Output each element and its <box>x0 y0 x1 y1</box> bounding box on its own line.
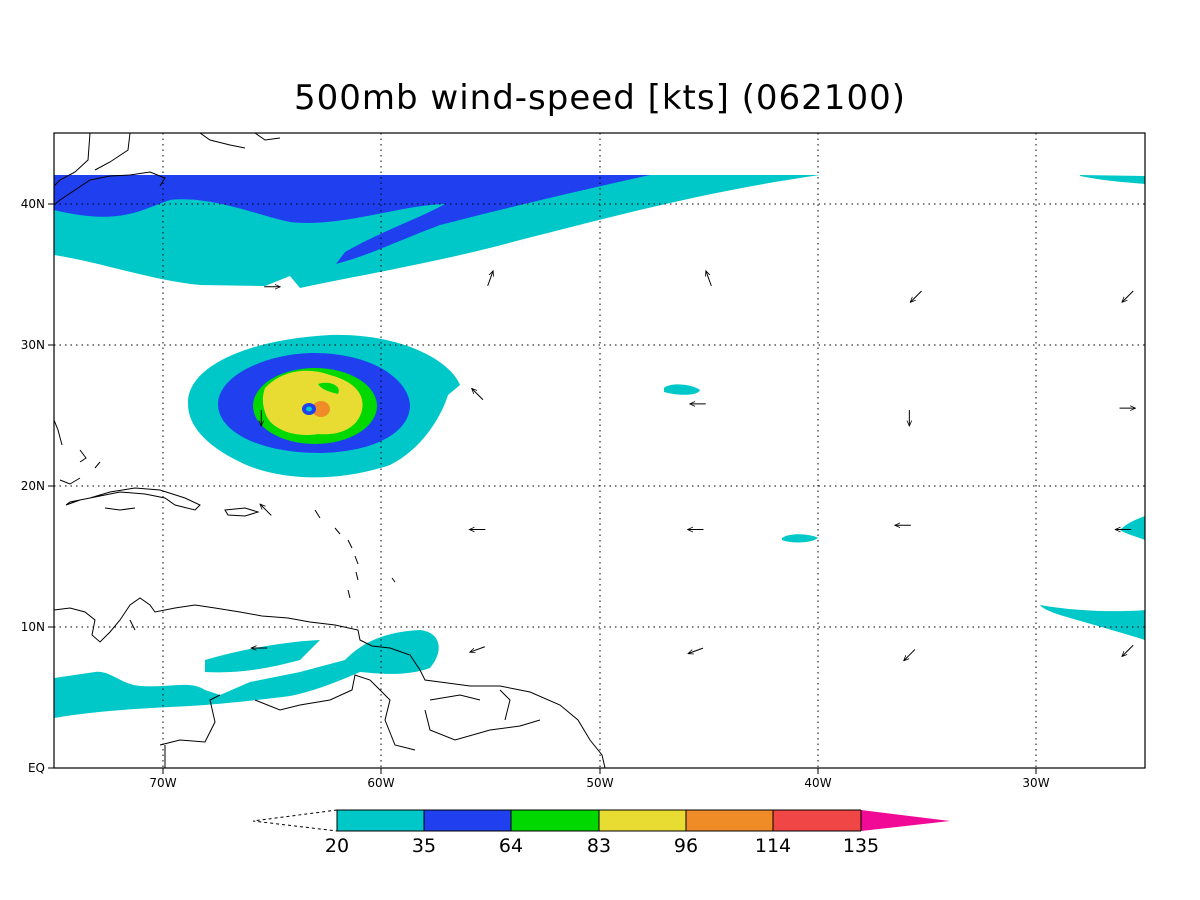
map-title: 500mb wind-speed [kts] (062100) <box>294 78 906 118</box>
colorbar-label-135: 135 <box>843 835 879 857</box>
northern-jet-contours <box>54 175 1145 288</box>
wind-arrow-17 <box>688 647 704 653</box>
band-east-10n <box>1040 605 1145 640</box>
colorbar: 20 35 64 83 96 114 135 <box>252 809 950 857</box>
coastlines <box>54 133 606 768</box>
colorbar-swatch-20-35 <box>337 810 424 831</box>
lon-label-70w: 70W <box>149 776 176 790</box>
hurricane-eye <box>306 406 312 412</box>
colorbar-swatch-114-135 <box>773 810 861 831</box>
lat-lon-grid <box>54 133 1145 768</box>
lon-label-30w: 30W <box>1022 776 1049 790</box>
hurricane-83kt <box>262 370 363 436</box>
south-america-coast <box>54 597 606 768</box>
hurricane-96kt <box>312 401 330 417</box>
jet-cyan-east <box>1080 175 1145 184</box>
wind-arrow-10 <box>260 504 272 516</box>
south-america-borders <box>129 619 541 768</box>
wind-arrow-3 <box>910 290 922 302</box>
lat-label-10n: 10N <box>21 620 45 634</box>
lat-label-30n: 30N <box>21 338 45 352</box>
colorbar-high-extension <box>861 810 950 831</box>
lat-labels: EQ 10N 20N 30N 40N <box>21 197 45 775</box>
florida-bahamas <box>54 419 101 485</box>
lon-label-50w: 50W <box>586 776 613 790</box>
lat-label-20n: 20N <box>21 479 45 493</box>
blob-40w <box>782 534 818 543</box>
colorbar-label-20: 20 <box>325 835 349 857</box>
lat-label-40n: 40N <box>21 197 45 211</box>
lon-label-60w: 60W <box>367 776 394 790</box>
colorbar-label-64: 64 <box>499 835 523 857</box>
colorbar-label-83: 83 <box>587 835 611 857</box>
hispaniola-cuba <box>65 487 201 511</box>
hurricane-contours <box>187 334 460 478</box>
wind-arrow-16 <box>470 646 485 652</box>
colorbar-swatch-83-96 <box>599 810 686 831</box>
lesser-antilles <box>314 509 396 599</box>
wind-arrow-4 <box>1122 290 1134 302</box>
wind-arrow-19 <box>1122 644 1134 656</box>
caribbean-cyan-band <box>54 630 439 718</box>
colorbar-label-35: 35 <box>412 835 436 857</box>
colorbar-swatch-64-83 <box>511 810 599 831</box>
lon-labels: 70W 60W 50W 40W 30W <box>149 776 1049 790</box>
axis-ticks <box>48 203 1037 774</box>
hurricane-83kt-hole <box>318 382 339 394</box>
blob-mid-atlantic <box>664 384 700 395</box>
caribbean-cyan-west <box>205 640 320 673</box>
wind-vectors <box>251 271 1135 661</box>
wind-arrow-2 <box>706 271 712 287</box>
lat-label-eq: EQ <box>28 761 45 775</box>
north-america-coast <box>54 133 281 206</box>
colorbar-swatch-35-64 <box>424 810 511 831</box>
colorbar-low-extension <box>252 809 338 832</box>
blob-east-16n <box>1120 516 1145 540</box>
colorbar-label-96: 96 <box>674 835 698 857</box>
wind-arrow-5 <box>472 388 484 401</box>
caribbean-jet-contours <box>54 630 439 718</box>
colorbar-swatch-96-114 <box>686 810 773 831</box>
jamaica-pr <box>104 507 260 517</box>
wind-arrow-1 <box>487 271 493 287</box>
lon-label-40w: 40W <box>804 776 831 790</box>
jet-blue-band <box>54 175 650 264</box>
small-contour-blobs <box>664 384 1145 640</box>
plot-area <box>54 133 1145 768</box>
wind-arrow-18 <box>904 649 916 660</box>
colorbar-label-114: 114 <box>755 835 791 857</box>
